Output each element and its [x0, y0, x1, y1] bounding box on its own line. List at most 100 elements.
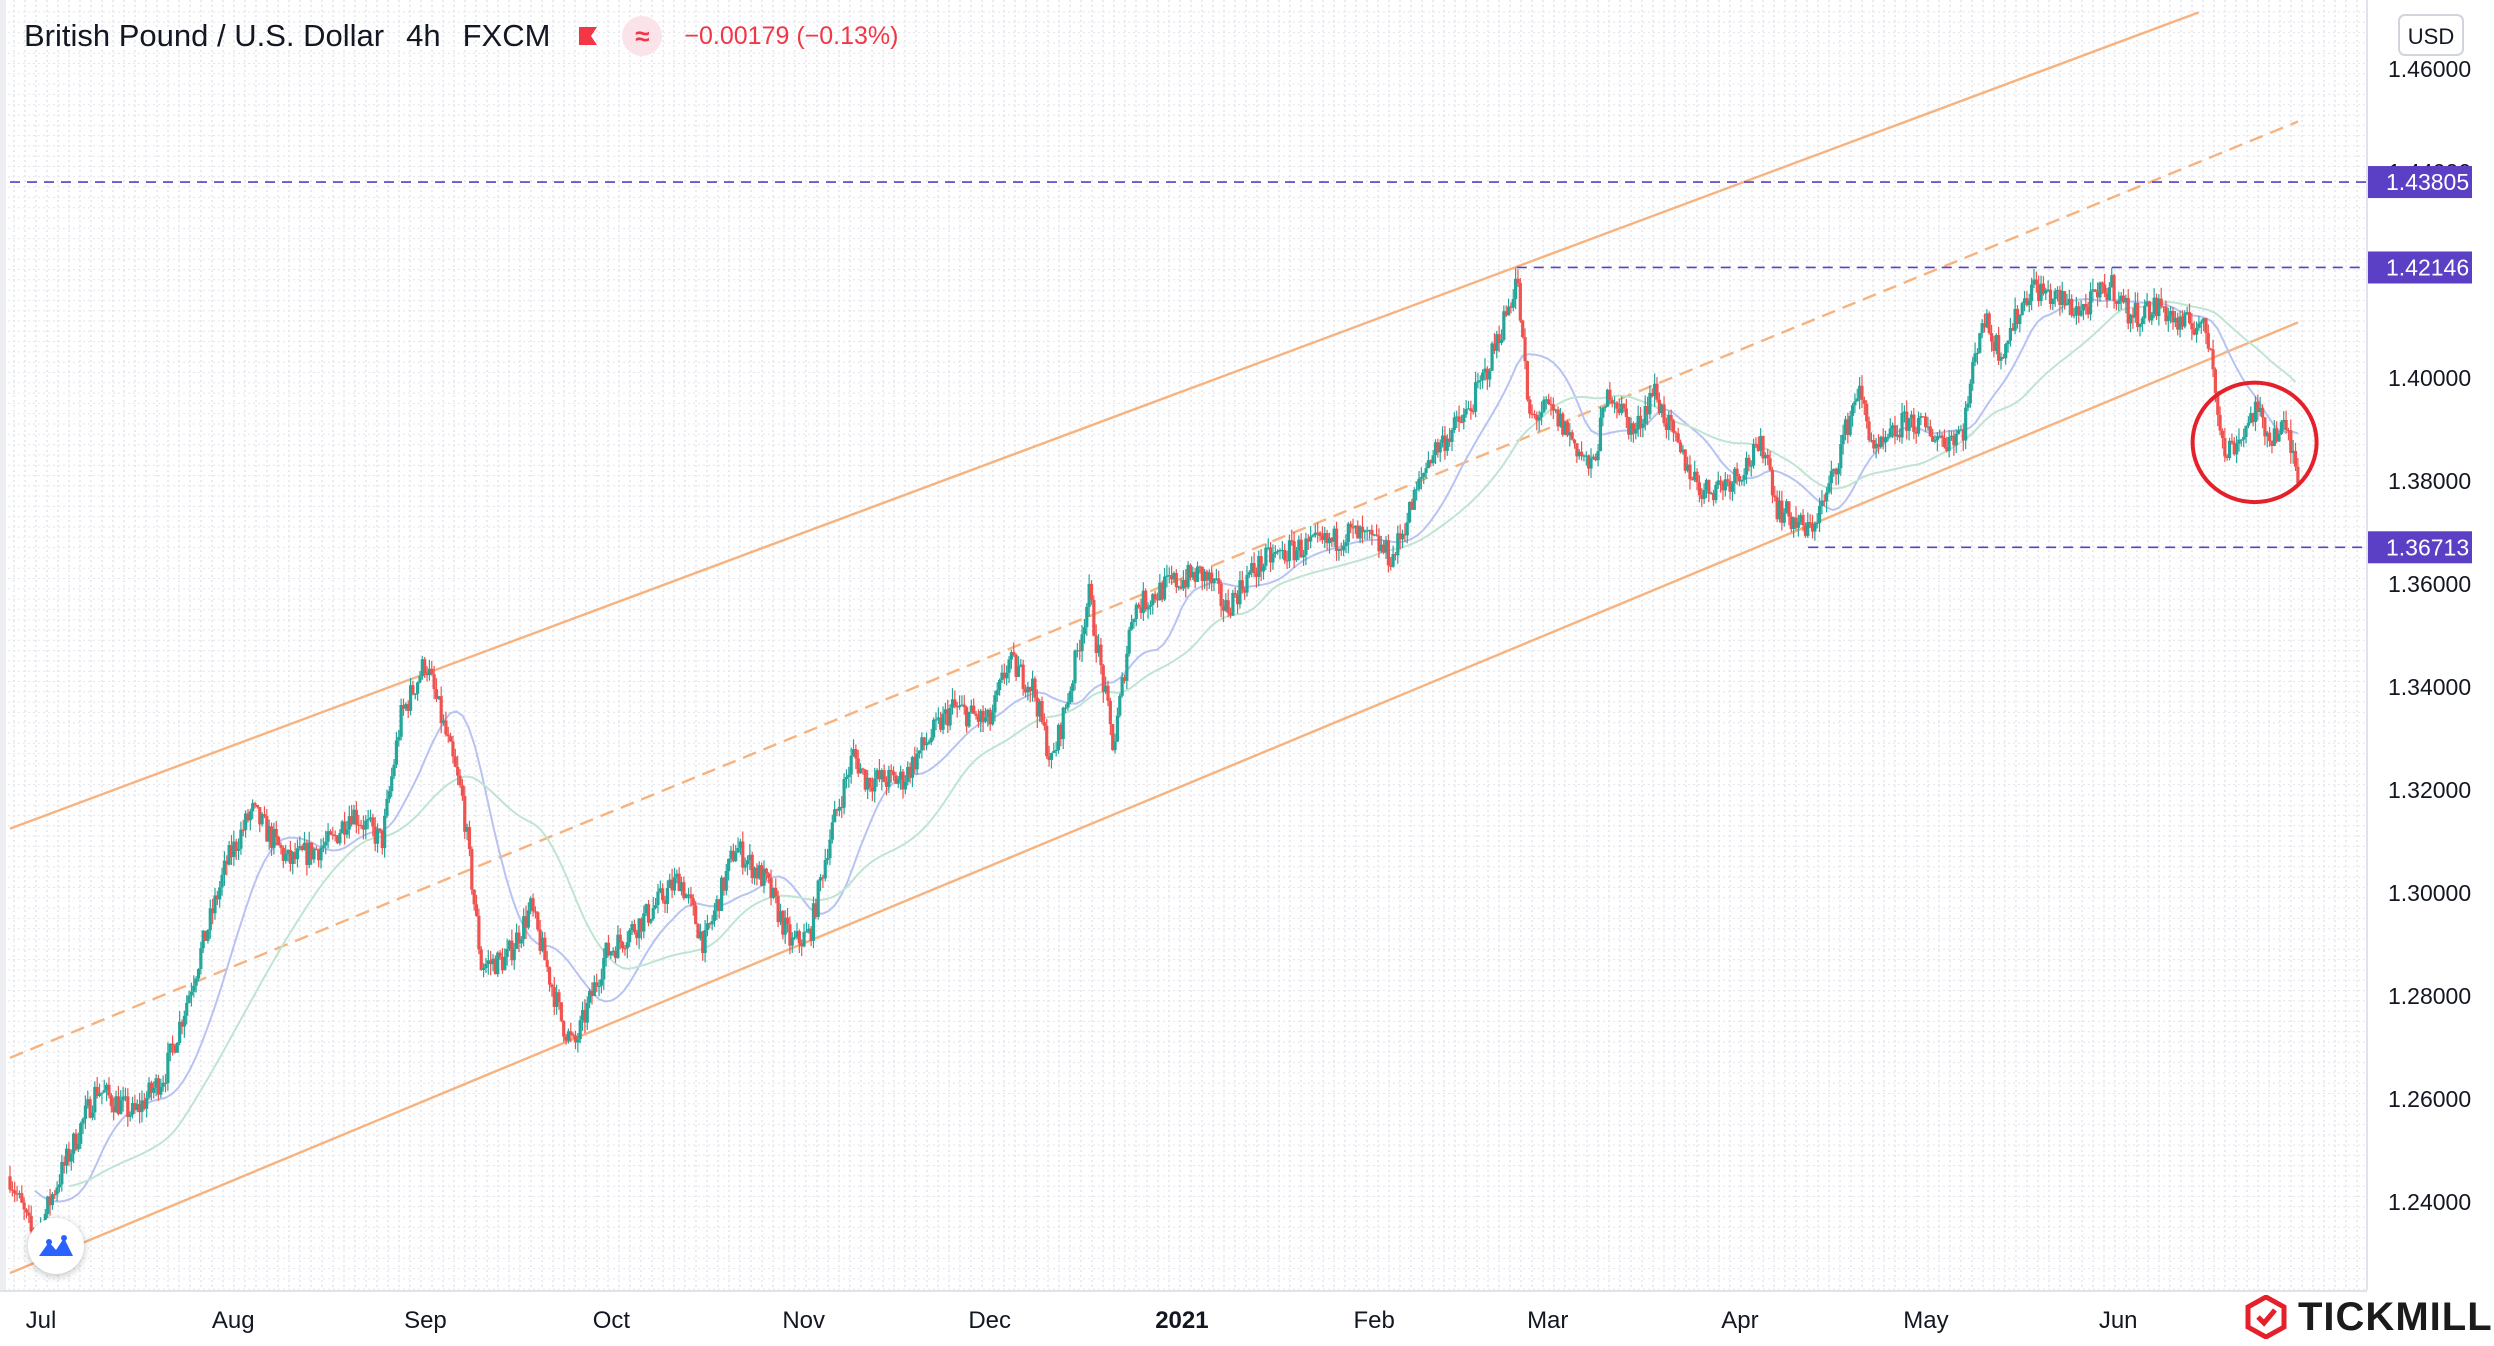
candle-up: [1667, 414, 1671, 431]
candle-down: [279, 845, 283, 848]
candle-down: [2286, 429, 2291, 432]
candle-up: [625, 942, 629, 949]
candle-up: [2020, 303, 2024, 316]
price-axis: 1.24000 1.26000 1.28000 1.30000 1.32000 1.340…: [2368, 0, 2494, 1290]
candle-down: [2223, 438, 2227, 457]
interval-label[interactable]: 4h: [406, 18, 441, 53]
candle-down: [564, 1036, 568, 1041]
candle-up: [441, 720, 446, 724]
candle-up: [1568, 432, 1572, 436]
candle-up: [1714, 485, 1718, 501]
currency-button[interactable]: USD: [2398, 14, 2464, 56]
candle-up: [1085, 606, 1089, 628]
candle-down: [331, 834, 335, 836]
candle-up: [1584, 455, 1588, 457]
candle-up: [159, 1086, 163, 1095]
candle-down: [696, 924, 700, 939]
candle-down: [781, 911, 785, 935]
candle-down: [1210, 572, 1214, 584]
candle-up: [807, 928, 811, 932]
candle-down: [1766, 454, 1770, 459]
candle-up: [1488, 370, 1492, 380]
candle-up: [1007, 659, 1011, 673]
candle-up: [566, 1031, 571, 1041]
candle-up: [1337, 548, 1341, 551]
candle-down: [976, 715, 981, 722]
candle-down: [701, 931, 705, 954]
candle-down: [1360, 526, 1365, 533]
candle-down: [2112, 275, 2116, 302]
candle-down: [1139, 607, 1143, 613]
candle-up: [1554, 409, 1558, 411]
tradingview-logo-icon[interactable]: [28, 1218, 84, 1274]
candle-down: [2105, 293, 2109, 301]
candle-down: [1893, 425, 1897, 437]
candle-up: [656, 891, 660, 906]
wave-icon[interactable]: ≈: [622, 16, 663, 56]
candle-up: [1975, 352, 1980, 355]
candle-down: [1045, 725, 1049, 757]
candle-up: [1839, 444, 1843, 469]
candle-down: [1867, 421, 1871, 441]
candle-down: [760, 865, 764, 886]
candle-up: [1323, 533, 1327, 540]
candle-down: [1669, 414, 1673, 421]
candle-up: [611, 950, 615, 952]
candle-up: [934, 719, 938, 721]
candle-up: [1118, 695, 1122, 716]
candle-up: [1629, 423, 1633, 435]
candle-up: [81, 1118, 85, 1124]
candle-up: [86, 1099, 90, 1106]
candle-up: [408, 685, 413, 711]
candle-up: [196, 969, 201, 979]
candle-down: [1898, 434, 1902, 438]
candle-up: [1412, 489, 1416, 510]
exchange-label: FXCM: [462, 18, 551, 53]
candle-up: [2030, 284, 2034, 301]
candle-down: [2204, 318, 2208, 334]
candle-down: [1678, 442, 1683, 453]
brand-logo: TICKMILL: [2244, 1292, 2493, 1342]
candle-down: [401, 705, 406, 709]
candle-down: [463, 795, 467, 832]
candle-up: [950, 699, 955, 708]
price-axis-bg: [2368, 0, 2494, 1290]
candle-down: [2190, 323, 2194, 330]
candle-up: [979, 710, 983, 722]
candle-up: [272, 828, 276, 848]
candle-down: [1285, 560, 1289, 562]
candle-down: [1259, 556, 1263, 572]
candle-down: [814, 903, 818, 917]
candle-up: [851, 749, 856, 756]
candle-up: [1825, 492, 1829, 502]
candle-up: [1796, 521, 1800, 528]
candle-up: [1596, 451, 1600, 461]
candle-down: [2001, 357, 2005, 359]
candle-up: [1353, 525, 1357, 528]
candle-down: [769, 878, 773, 898]
candle-up: [326, 831, 330, 842]
candle-down: [470, 848, 474, 890]
candle-up: [936, 717, 940, 720]
candle-up: [1891, 425, 1895, 429]
candle-down: [750, 854, 754, 879]
candle-up: [1455, 416, 1459, 418]
candle-up: [1238, 580, 1242, 605]
candle-down: [1881, 436, 1885, 443]
candle-up: [762, 868, 766, 886]
candle-up: [1294, 550, 1299, 561]
candle-down: [538, 929, 542, 951]
candle-up: [1716, 480, 1720, 486]
candle-down: [621, 942, 625, 949]
candle-up: [366, 819, 370, 821]
candle-down: [1579, 451, 1584, 457]
flag-icon[interactable]: [576, 24, 600, 48]
time-tick-label: Apr: [1721, 1307, 1758, 1334]
candle-up: [866, 777, 870, 790]
symbol-name[interactable]: British Pound / U.S. Dollar: [24, 18, 385, 53]
candle-down: [1205, 571, 1209, 581]
candle-down: [1575, 443, 1579, 457]
candle-down: [2209, 348, 2213, 350]
candle-down: [939, 717, 943, 730]
